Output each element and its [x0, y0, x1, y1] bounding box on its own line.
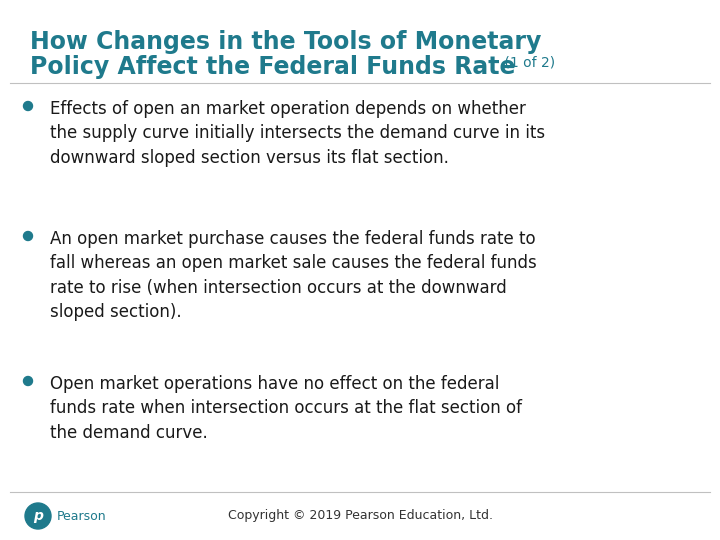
Circle shape	[25, 503, 51, 529]
Text: How Changes in the Tools of Monetary: How Changes in the Tools of Monetary	[30, 30, 541, 54]
Circle shape	[24, 376, 32, 386]
Text: An open market purchase causes the federal funds rate to
fall whereas an open ma: An open market purchase causes the feder…	[50, 230, 536, 321]
Text: Policy Affect the Federal Funds Rate: Policy Affect the Federal Funds Rate	[30, 55, 516, 79]
Circle shape	[24, 232, 32, 240]
Text: p: p	[33, 509, 43, 523]
Text: Copyright © 2019 Pearson Education, Ltd.: Copyright © 2019 Pearson Education, Ltd.	[228, 510, 492, 523]
Text: Pearson: Pearson	[57, 510, 107, 523]
Text: (1 of 2): (1 of 2)	[500, 55, 555, 69]
Text: Open market operations have no effect on the federal
funds rate when intersectio: Open market operations have no effect on…	[50, 375, 522, 442]
Circle shape	[24, 102, 32, 111]
Text: Effects of open an market operation depends on whether
the supply curve initiall: Effects of open an market operation depe…	[50, 100, 545, 167]
